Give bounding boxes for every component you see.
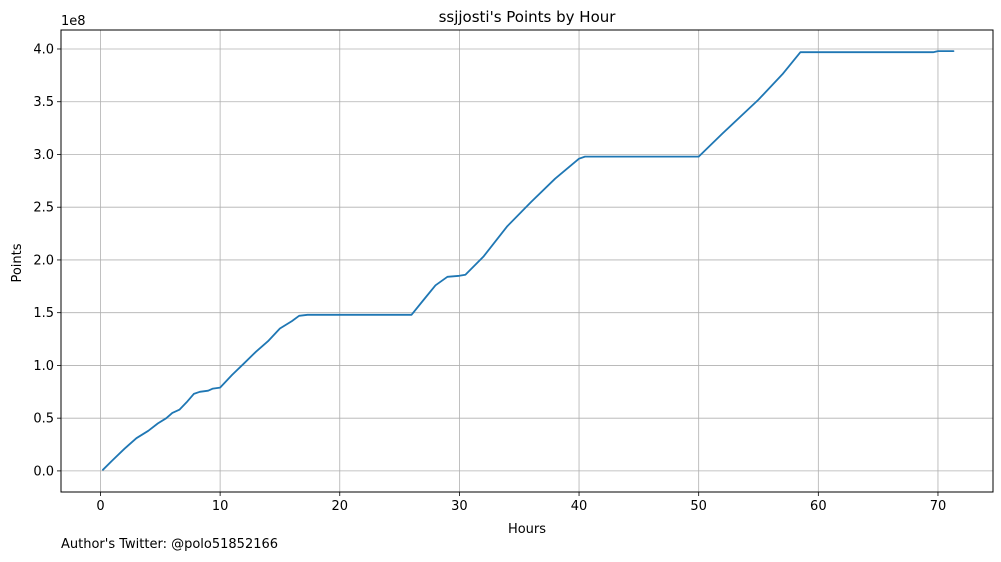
y-tick-label: 1.0 (33, 359, 54, 374)
y-tick-label: 2.0 (33, 253, 54, 268)
x-tick-label: 0 (96, 499, 104, 514)
chart-title: ssjjosti's Points by Hour (439, 8, 617, 26)
x-tick-label: 70 (930, 499, 947, 514)
y-tick-label: 0.5 (33, 412, 54, 427)
x-axis: 0 10 20 30 40 50 60 70 (96, 492, 946, 514)
x-axis-label: Hours (508, 522, 546, 537)
y-tick-label: 0.0 (33, 464, 54, 479)
series-line-layer (102, 50, 955, 471)
y-tick-label: 3.5 (33, 95, 54, 110)
x-tick-label: 10 (212, 499, 229, 514)
x-tick-label: 30 (451, 499, 468, 514)
y-axis: 0.0 0.5 1.0 1.5 2.0 2.5 3.0 3.5 4.0 (33, 42, 61, 479)
y-tick-label: 3.0 (33, 148, 54, 163)
gridlines (61, 30, 993, 492)
x-tick-label: 40 (571, 499, 588, 514)
x-tick-label: 50 (690, 499, 707, 514)
y-axis-label: Points (10, 243, 25, 282)
plot-frame (60, 29, 994, 493)
series-line (102, 50, 955, 471)
y-tick-label: 1.5 (33, 306, 54, 321)
x-tick-label: 20 (331, 499, 348, 514)
x-tick-label: 60 (810, 499, 827, 514)
author-footer: Author's Twitter: @polo51852166 (61, 537, 279, 552)
y-offset-label: 1e8 (61, 14, 86, 29)
y-tick-label: 4.0 (33, 42, 54, 57)
y-tick-label: 2.5 (33, 201, 54, 216)
